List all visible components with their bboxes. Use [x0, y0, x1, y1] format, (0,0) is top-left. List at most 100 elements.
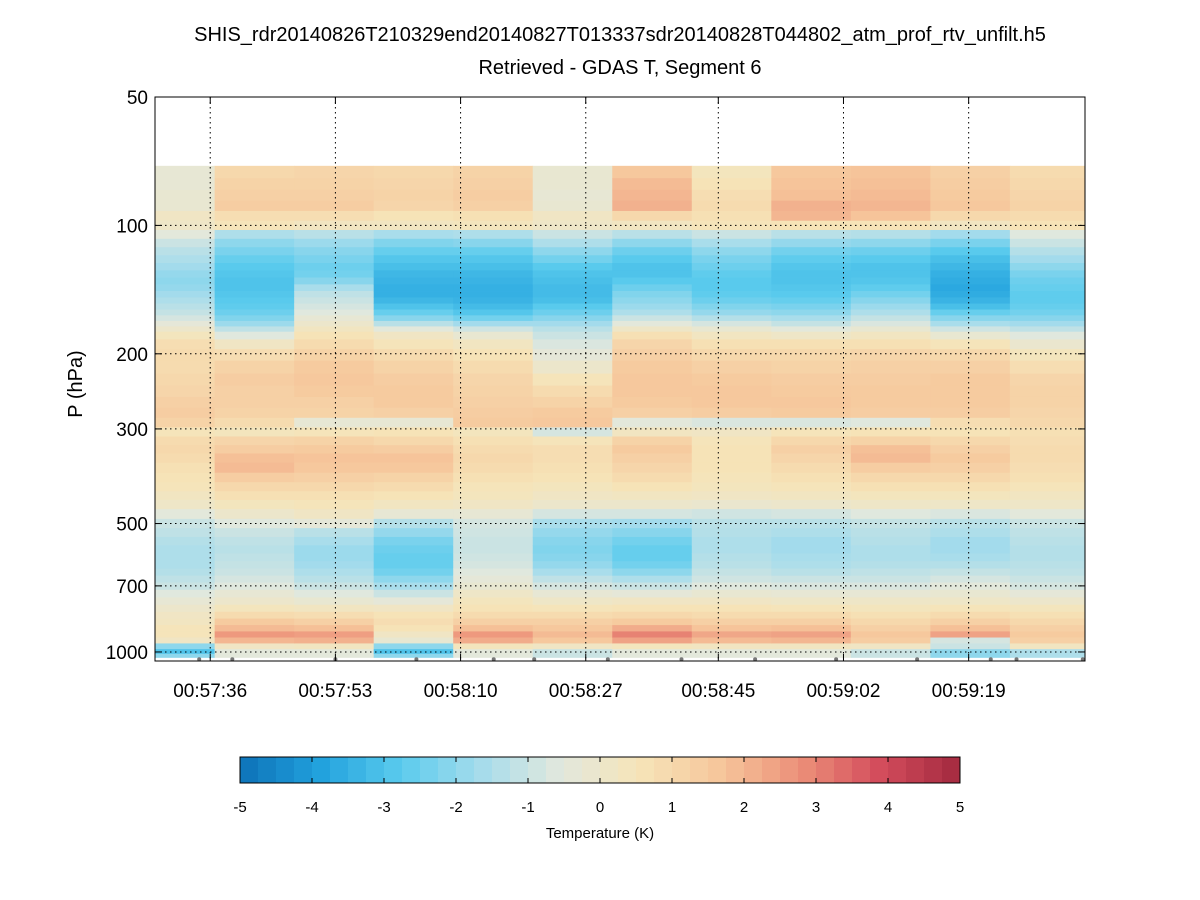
heatmap-cell	[373, 653, 454, 658]
heatmap-cell	[214, 482, 295, 492]
heatmap-cell	[1009, 255, 1086, 264]
heatmap-cell	[612, 385, 693, 398]
heatmap-cell	[532, 445, 613, 454]
heatmap-cell	[294, 427, 375, 437]
x-tick-label: 00:59:02	[806, 681, 880, 702]
heatmap-cell	[294, 653, 375, 658]
heatmap-cell	[1009, 643, 1086, 650]
heatmap-cell	[453, 637, 534, 644]
heatmap-cell	[930, 472, 1011, 483]
heatmap-cell	[294, 589, 375, 598]
heatmap-cell	[294, 472, 375, 483]
heatmap-cell	[214, 499, 295, 510]
heatmap-cell	[294, 200, 375, 212]
heatmap-cell	[155, 509, 216, 520]
colorbar-swatch	[780, 757, 799, 783]
heatmap-cell	[373, 462, 454, 474]
heatmap-cell	[532, 618, 613, 626]
heatmap-cell	[532, 491, 613, 501]
heatmap-cell	[532, 462, 613, 474]
heatmap-cell	[214, 220, 295, 231]
heatmap-cell	[691, 229, 772, 240]
heatmap-cell	[294, 297, 375, 304]
colorbar-swatch	[492, 757, 511, 783]
heatmap-cell	[1009, 263, 1086, 271]
heatmap-cell	[612, 270, 693, 278]
heatmap-cell	[1009, 291, 1086, 298]
colorbar-tick-label: 3	[812, 799, 820, 816]
heatmap-cell	[930, 297, 1011, 304]
colorbar-swatch	[240, 757, 259, 783]
y-axis: P (hPa) 50 100 200 300 500 700 1000	[65, 88, 1085, 664]
heatmap-cell	[214, 445, 295, 454]
heatmap-cell	[294, 553, 375, 562]
heatmap-cell	[612, 472, 693, 483]
colorbar-swatch	[420, 757, 439, 783]
heatmap-cell	[850, 189, 931, 202]
colorbar-swatch	[258, 757, 277, 783]
heatmap-cell	[532, 255, 613, 264]
heatmap-cell	[691, 509, 772, 520]
heatmap-cell	[532, 499, 613, 510]
heatmap-cell	[214, 331, 295, 340]
heatmap-cell	[612, 284, 693, 292]
heatmap-cell	[214, 589, 295, 598]
heatmap-cell	[1009, 200, 1086, 212]
heatmap-cell	[155, 263, 216, 271]
heatmap-cell	[373, 491, 454, 501]
heatmap-cell	[930, 545, 1011, 554]
surface-marker	[414, 657, 419, 662]
heatmap-cell	[294, 277, 375, 285]
heatmap-cell	[771, 499, 852, 510]
heatmap-cell	[373, 499, 454, 510]
heatmap-cell	[771, 643, 852, 650]
heatmap-cell	[155, 247, 216, 256]
heatmap-cell	[453, 277, 534, 285]
colorbar-tick-label: -3	[377, 799, 390, 816]
heatmap-cell	[850, 637, 931, 644]
heatmap-cell	[771, 303, 852, 310]
heatmap-cell	[214, 320, 295, 327]
heatmap-cell	[1009, 631, 1086, 638]
heatmap-cell	[373, 453, 454, 464]
heatmap-cell	[691, 528, 772, 538]
heatmap-cell	[850, 270, 931, 278]
surface-marker	[1014, 657, 1019, 662]
heatmap-cell	[532, 349, 613, 362]
heatmap-cell	[691, 568, 772, 577]
heatmap-cell	[214, 309, 295, 316]
heatmap-cell	[1009, 653, 1086, 658]
heatmap-cell	[373, 331, 454, 340]
heatmap-cell	[214, 284, 295, 292]
heatmap-cell	[373, 407, 454, 419]
heatmap-cell	[771, 417, 852, 428]
heatmap-cell	[850, 536, 931, 546]
colorbar-swatch	[654, 757, 673, 783]
heatmap-cell	[532, 427, 613, 437]
heatmap-cell	[155, 499, 216, 510]
heatmap-cell	[155, 331, 216, 340]
heatmap-cell	[612, 536, 693, 546]
heatmap-cell	[850, 472, 931, 483]
heatmap-cell	[214, 436, 295, 446]
heatmap-cell	[214, 582, 295, 591]
heatmap-cell	[1009, 331, 1086, 340]
heatmap-cell	[771, 189, 852, 202]
heatmap-cell	[771, 553, 852, 562]
heatmap-cell	[771, 277, 852, 285]
heatmap-cell	[930, 561, 1011, 569]
heatmap-cell	[155, 320, 216, 327]
heatmap-cell	[214, 509, 295, 520]
heatmap-cell	[294, 326, 375, 333]
heatmap-cell	[214, 653, 295, 658]
heatmap-cell	[373, 291, 454, 298]
heatmap-cell	[1009, 178, 1086, 191]
heatmap-cell	[612, 238, 693, 248]
heatmap-cell	[850, 427, 931, 437]
heatmap-cell	[850, 373, 931, 387]
colorbar-swatches	[240, 757, 961, 783]
heatmap-cell	[294, 637, 375, 644]
colorbar-label: Temperature (K)	[546, 825, 654, 842]
heatmap-cell	[453, 604, 534, 613]
heatmap-cell	[1009, 589, 1086, 598]
